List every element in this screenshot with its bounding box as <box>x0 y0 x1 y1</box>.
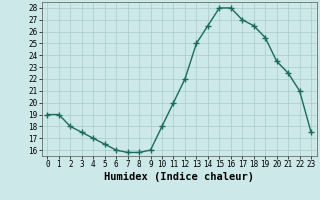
X-axis label: Humidex (Indice chaleur): Humidex (Indice chaleur) <box>104 172 254 182</box>
